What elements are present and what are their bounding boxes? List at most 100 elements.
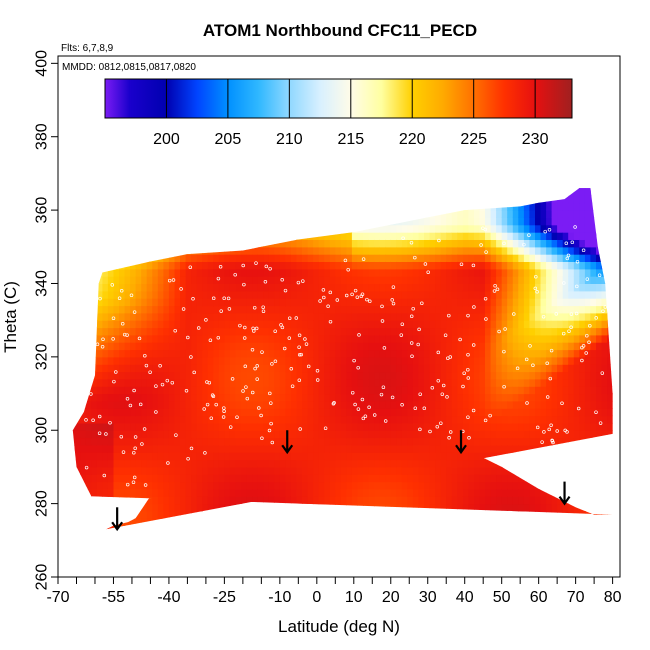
field-cell <box>72 386 76 395</box>
field-cell <box>523 342 530 351</box>
field-cell <box>563 533 569 541</box>
field-cell <box>418 393 425 402</box>
field-cell <box>302 276 309 284</box>
field-cell <box>379 268 386 277</box>
field-cell <box>429 430 436 439</box>
field-cell <box>379 224 386 233</box>
field-cell <box>296 320 303 329</box>
field-cell <box>507 430 514 439</box>
field-cell <box>329 320 336 329</box>
field-cell <box>485 422 492 431</box>
field-cell <box>246 239 253 248</box>
field-cell <box>307 290 314 299</box>
field-cell <box>357 518 364 527</box>
sample-point <box>379 392 384 397</box>
field-cell <box>424 481 431 490</box>
field-cell <box>412 217 419 226</box>
field-cell <box>257 305 264 314</box>
field-cell <box>573 320 580 329</box>
field-cell <box>185 246 192 255</box>
field-cell <box>518 496 525 505</box>
field-cell <box>80 518 87 527</box>
field-cell <box>107 408 114 417</box>
field-cell <box>385 298 392 307</box>
field-cell <box>329 518 336 527</box>
field-cell <box>119 283 126 292</box>
field-cell <box>429 503 436 512</box>
field-cell <box>573 349 580 358</box>
field-cell <box>540 298 547 307</box>
field-cell <box>335 312 342 321</box>
field-cell <box>157 356 164 365</box>
field-cell <box>457 364 464 373</box>
field-cell <box>324 246 331 255</box>
field-cell <box>91 533 97 541</box>
field-cell <box>113 239 120 248</box>
sample-point <box>570 240 575 245</box>
field-cell <box>390 356 397 365</box>
field-cell <box>546 334 553 343</box>
field-cell <box>418 481 425 490</box>
field-cell <box>412 320 419 329</box>
field-cell <box>496 290 503 299</box>
field-cell <box>74 290 81 299</box>
field-cell <box>324 386 331 395</box>
field-cell <box>401 334 408 343</box>
field-cell <box>307 254 314 262</box>
field-cell <box>496 386 503 395</box>
field-cell <box>512 261 519 270</box>
field-cell <box>468 210 475 218</box>
field-cell <box>85 298 92 307</box>
field-cell <box>507 511 514 519</box>
field-cell <box>313 474 320 483</box>
field-cell <box>80 503 87 512</box>
field-cell <box>412 246 419 255</box>
field-cell <box>329 415 336 424</box>
field-cell <box>274 254 281 262</box>
field-cell <box>207 386 214 395</box>
field-cell <box>307 474 314 483</box>
field-cell <box>307 371 314 380</box>
field-cell <box>424 290 431 299</box>
field-cell <box>135 312 142 321</box>
field-cell <box>346 290 353 299</box>
field-cell <box>191 415 198 424</box>
field-cell <box>562 342 569 351</box>
field-cell <box>474 232 481 240</box>
field-cell <box>80 349 87 358</box>
field-cell <box>357 349 364 358</box>
field-cell <box>191 503 198 512</box>
field-cell <box>191 422 198 431</box>
field-cell <box>501 511 508 519</box>
field-cell <box>152 408 159 417</box>
field-cell <box>612 188 613 189</box>
field-cell <box>135 239 142 248</box>
field-cell <box>496 533 502 541</box>
field-cell <box>329 386 336 395</box>
field-cell <box>268 195 275 204</box>
field-cell <box>296 261 303 270</box>
field-cell <box>435 430 442 439</box>
field-cell <box>196 503 203 512</box>
field-cell <box>490 437 497 446</box>
field-cell <box>518 224 525 233</box>
field-cell <box>568 261 575 270</box>
field-cell <box>218 224 225 233</box>
field-cell <box>246 371 253 380</box>
field-cell <box>385 327 392 336</box>
field-cell <box>402 533 408 541</box>
field-cell <box>363 511 370 519</box>
field-cell <box>268 371 275 380</box>
field-cell <box>568 430 575 439</box>
field-cell <box>80 488 87 497</box>
field-cell <box>235 422 242 431</box>
field-cell <box>568 386 575 395</box>
field-cell <box>246 327 253 336</box>
field-cell <box>141 261 148 270</box>
field-cell <box>335 356 342 365</box>
field-cell <box>346 261 353 270</box>
field-cell <box>279 188 286 196</box>
field-cell <box>102 342 109 351</box>
field-cell <box>107 525 114 530</box>
field-cell <box>390 224 397 233</box>
